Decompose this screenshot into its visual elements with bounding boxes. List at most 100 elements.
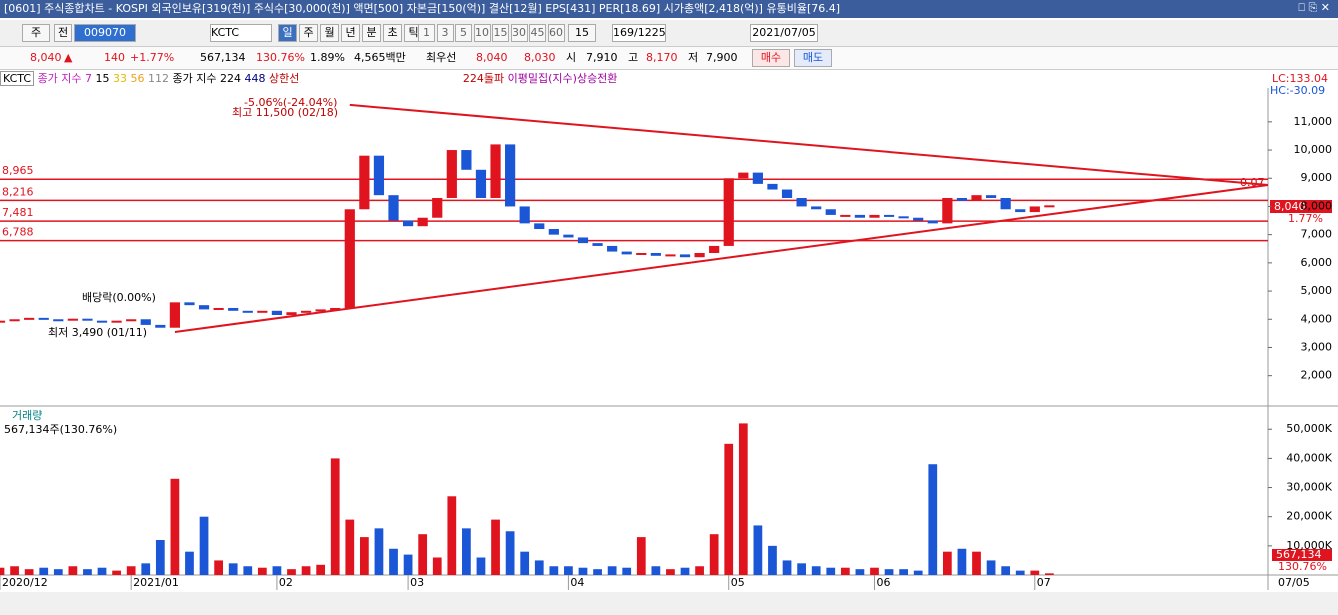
price: 8,040 — [30, 51, 62, 64]
candle — [359, 155, 370, 210]
candle — [373, 155, 385, 196]
sell-button[interactable]: 매도 — [794, 49, 832, 67]
volume-bar — [359, 537, 369, 575]
open: 7,910 — [586, 51, 618, 64]
title-bar: [0601] 주식종합차트 - KOSPI 외국인보유[319(천)] 주식수[… — [0, 0, 1338, 18]
candle — [519, 206, 530, 224]
quote-bar: 8,040 ▲ 140 +1.77% 567,134 130.76% 1.89%… — [0, 47, 1338, 70]
period-button[interactable]: 분 — [362, 24, 381, 42]
x-tick-label: 02 — [279, 576, 293, 589]
volume-bar — [870, 567, 879, 575]
volume-bar — [1045, 573, 1054, 575]
candle — [330, 307, 341, 310]
interval-button[interactable]: 30 — [510, 24, 528, 42]
candle — [767, 183, 778, 190]
volume-bar — [636, 537, 646, 575]
candle — [344, 209, 355, 308]
volume-bar — [826, 567, 836, 575]
period-button[interactable]: 일 — [278, 24, 297, 42]
candle — [213, 307, 224, 310]
candle — [679, 254, 691, 258]
date-input[interactable]: 2021/07/05 — [750, 24, 818, 42]
candle — [417, 217, 428, 227]
candle — [898, 216, 909, 219]
volume-bar — [680, 567, 690, 575]
y-tick-label: 10,000K — [1286, 539, 1332, 552]
interval-button[interactable]: 3 — [436, 24, 454, 42]
x-tick-label: 05 — [731, 576, 745, 589]
legend: KCTC 종가 지수 7 15 33 56 112 종가 지수 224 448 … — [0, 71, 617, 86]
candle — [985, 195, 997, 198]
interval-button[interactable]: 45 — [529, 24, 546, 42]
prev-button[interactable]: 전 — [54, 24, 72, 42]
volume-bar — [1030, 570, 1040, 575]
stock-name[interactable]: KCTC — [210, 24, 272, 42]
volume-bar — [695, 566, 704, 575]
volume-bar — [491, 519, 500, 575]
annotation: 최저 3,490 (01/11) — [48, 326, 147, 339]
interval-button[interactable]: 15 — [492, 24, 509, 42]
code-input[interactable]: 009070 — [74, 24, 136, 42]
candle — [1000, 197, 1011, 210]
x-tick-label: 04 — [570, 576, 584, 589]
high: 8,170 — [646, 51, 678, 64]
candle — [548, 229, 559, 235]
volume-bar — [214, 560, 223, 575]
volume-bar — [403, 554, 413, 575]
interval-button[interactable]: 1 — [418, 24, 435, 42]
window-controls[interactable]: ⎕ ⎘ ✕ — [1298, 1, 1330, 14]
volume-bar — [505, 531, 515, 575]
volume-bar — [578, 567, 588, 575]
volume-bar — [957, 548, 967, 575]
candle — [228, 307, 239, 311]
period-button[interactable]: 주 — [299, 24, 318, 42]
interval-select[interactable]: 15 — [568, 24, 596, 42]
candle — [9, 319, 20, 322]
candle — [694, 252, 705, 258]
hc: HC:-30.09 — [1270, 84, 1325, 97]
open-label: 시 — [566, 51, 577, 64]
candle — [956, 197, 968, 201]
volume-bar — [39, 567, 49, 575]
candle — [854, 214, 866, 218]
y-tick-label: 50,000K — [1286, 422, 1332, 435]
interval-button[interactable]: 10 — [473, 24, 491, 42]
buy-button[interactable]: 매수 — [752, 49, 790, 67]
candle — [883, 214, 895, 217]
count: 169/1225 — [612, 24, 666, 42]
annotation: 배당락(0.00%) — [82, 291, 156, 304]
volume-bar — [330, 458, 340, 575]
candle — [1029, 206, 1040, 213]
candle — [257, 310, 268, 313]
period-button[interactable]: 년 — [341, 24, 360, 42]
legend-ma: 15 — [95, 72, 110, 85]
volume-bar — [257, 567, 267, 575]
volume-bar — [316, 564, 326, 575]
interval-button[interactable]: 5 — [455, 24, 472, 42]
y-tick-label: 9,000 — [1301, 171, 1333, 184]
interval-button[interactable]: 60 — [547, 24, 565, 42]
volume-bar — [724, 443, 734, 575]
candle — [709, 245, 720, 253]
legend-ma: 33 — [113, 72, 128, 85]
legend-breakout: 224돌파 — [462, 72, 505, 85]
y-tick-label: 10,000 — [1294, 143, 1333, 156]
candle — [1015, 209, 1026, 213]
candle — [621, 251, 632, 255]
low-label: 저 — [688, 51, 699, 64]
candle — [796, 197, 807, 207]
volume-last-box — [1272, 549, 1332, 561]
volume-title: 거래량 — [12, 409, 42, 422]
volume-bar — [607, 566, 617, 575]
period-button[interactable]: 월 — [320, 24, 339, 42]
legend-ma: 448 — [244, 72, 266, 85]
volume-bar — [228, 563, 238, 575]
volume-bar — [884, 569, 894, 575]
volume-rate: 130.76% — [256, 51, 305, 64]
period-button[interactable]: 초 — [383, 24, 402, 42]
scrollbar[interactable] — [0, 592, 1338, 615]
market-select[interactable]: 주 — [22, 24, 50, 42]
volume-bar — [447, 496, 457, 575]
trend-value: 0.07 — [1240, 176, 1265, 189]
